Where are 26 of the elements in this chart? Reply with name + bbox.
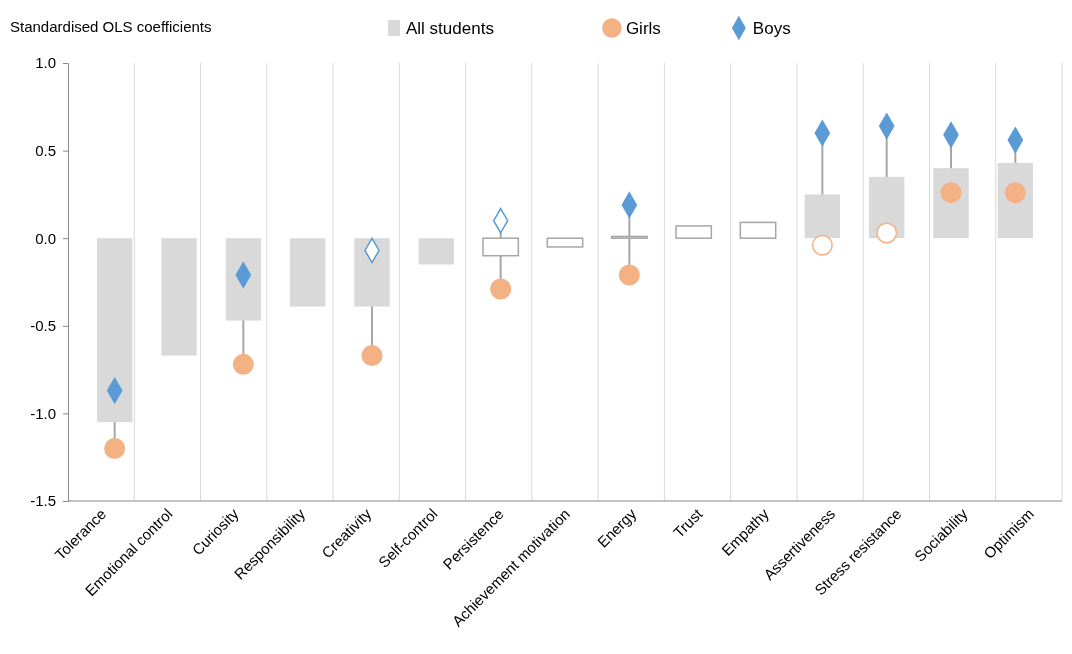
legend-label: Boys xyxy=(752,19,791,38)
bar xyxy=(96,238,133,423)
y-axis-title: Standardised OLS coefficients xyxy=(10,18,212,35)
point xyxy=(361,345,383,367)
legend-label: All students xyxy=(406,19,494,38)
bar xyxy=(675,225,713,239)
y-tick-label: -1.0 xyxy=(30,404,56,422)
bar xyxy=(161,238,197,356)
point xyxy=(104,437,126,459)
y-tick-label: 0.0 xyxy=(35,229,56,247)
bar xyxy=(546,237,584,248)
y-tick-label: 0.5 xyxy=(35,141,56,159)
point xyxy=(232,353,254,375)
bar xyxy=(739,221,777,239)
legend-label: Girls xyxy=(625,19,661,38)
bar xyxy=(225,238,262,321)
y-tick-label: 1.0 xyxy=(35,54,56,72)
bar xyxy=(354,238,390,307)
bar xyxy=(289,238,326,307)
point xyxy=(490,278,512,300)
y-tick-label: -1.5 xyxy=(30,492,56,510)
bar xyxy=(418,238,455,265)
bar xyxy=(804,194,841,239)
point xyxy=(876,222,898,244)
point xyxy=(618,264,640,286)
y-tick-label: -0.5 xyxy=(30,317,56,335)
